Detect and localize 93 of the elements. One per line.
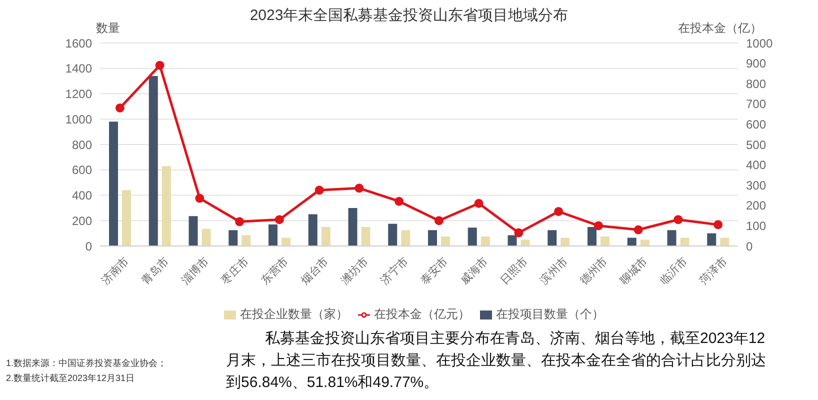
point: [474, 198, 484, 208]
x-tick-label: 枣庄市: [218, 254, 252, 287]
x-tick-label: 济南市: [99, 254, 132, 287]
y2-tick-label: 100: [746, 218, 766, 233]
y2-tick-label: 300: [746, 178, 766, 192]
bar: [148, 76, 158, 246]
point: [274, 215, 284, 224]
point: [674, 215, 683, 224]
bar: [162, 166, 171, 246]
text: 1.数据来源：中国证券投资基金业协会；: [6, 357, 167, 370]
bar: [640, 240, 650, 246]
x-tick-label: 青岛市: [138, 254, 172, 287]
y2-tick-label: 0: [746, 239, 753, 254]
bar: [268, 224, 278, 246]
point: [235, 217, 244, 226]
y2-axis-title: 在投本金（亿）: [678, 20, 762, 37]
bar: [720, 238, 730, 246]
point: [195, 194, 204, 203]
bar: [428, 230, 437, 246]
point: [314, 186, 324, 195]
point: [594, 221, 603, 230]
y2-tick-label: 900: [746, 56, 766, 71]
y2-tick-label: 200: [746, 198, 766, 213]
y-tick-label: 1600: [65, 36, 92, 50]
point: [394, 196, 404, 206]
y-axis-title: 数量: [96, 20, 120, 37]
bar: [600, 236, 610, 246]
bar: [508, 235, 517, 246]
point: [115, 103, 124, 112]
x-tick-label: 德州市: [578, 254, 610, 287]
legend-label: 在投企业数量（家）: [240, 307, 348, 321]
y-tick-label: 1400: [65, 62, 92, 76]
y-tick-label: 1000: [65, 112, 92, 126]
x-tick-label: 潍坊市: [338, 254, 371, 287]
x-tick-label: 滨州市: [538, 254, 570, 287]
y-tick-label: 200: [72, 214, 92, 228]
bar: [680, 238, 690, 246]
y2-tick-label: 600: [746, 117, 766, 132]
y-tick-label: 1200: [65, 87, 92, 102]
x-tick-label: 济宁市: [378, 254, 411, 287]
chart-title: 2023年末全国私募基金投资山东省项目地域分布: [250, 7, 568, 24]
bar: [122, 190, 131, 246]
bar: [520, 240, 530, 246]
x-tick-label: 临沂市: [657, 254, 690, 287]
bar: [667, 230, 676, 246]
bar: [548, 230, 557, 246]
bar: [361, 226, 370, 246]
bar: [588, 226, 596, 246]
point: [155, 60, 164, 70]
bar: [441, 236, 450, 246]
text: 2.数量统计截至2023年12月31日: [6, 372, 136, 385]
bar: [202, 228, 211, 246]
x-tick-label: 威海市: [458, 254, 490, 287]
y-tick-label: 400: [72, 188, 92, 203]
point: [554, 206, 564, 216]
bar: [707, 233, 716, 246]
bar: [282, 238, 290, 246]
y-tick-label: 0: [85, 239, 92, 254]
bar: [388, 224, 398, 246]
y2-tick-label: 500: [746, 138, 766, 152]
x-tick-label: 淄博市: [178, 254, 212, 287]
point: [714, 220, 723, 230]
bar: [480, 236, 490, 246]
bar: [109, 122, 118, 246]
point: [634, 225, 643, 234]
bar: [401, 230, 410, 246]
point: [354, 184, 364, 193]
y2-tick-label: 800: [746, 76, 766, 91]
bar: [348, 208, 358, 246]
bar: [560, 238, 570, 246]
point: [434, 216, 444, 226]
legend-label: 在投项目数量（个）: [496, 307, 604, 321]
y-tick-label: 800: [72, 138, 92, 152]
x-tick-label: 烟台市: [298, 254, 331, 287]
y2-tick-label: 700: [746, 97, 766, 112]
y-tick-label: 600: [72, 163, 92, 178]
bar: [188, 216, 198, 246]
x-tick-label: 泰安市: [418, 254, 451, 287]
bar: [468, 228, 477, 246]
text: 私募基金投资山东省项目主要分布在青岛、济南、烟台等地，截至2023年12月末，上述三市在投项目数量、在投企业数量、在投本金在全省的合计占比分别达到56.84%、51.81%和49.77%。: [226, 329, 767, 393]
bar: [242, 235, 251, 246]
bar: [308, 214, 318, 246]
x-tick-label: 东营市: [258, 254, 292, 287]
bar: [627, 238, 636, 246]
y2-tick-label: 1000: [746, 36, 774, 50]
bar: [228, 230, 238, 246]
x-tick-label: 聊城市: [617, 254, 650, 287]
legend-label: 在投本金（亿元）: [374, 307, 470, 321]
bar: [321, 226, 330, 246]
point: [514, 228, 524, 238]
y2-tick-label: 400: [746, 158, 766, 172]
x-tick-label: 日照市: [498, 254, 530, 287]
x-tick-label: 菏泽市: [697, 254, 730, 287]
